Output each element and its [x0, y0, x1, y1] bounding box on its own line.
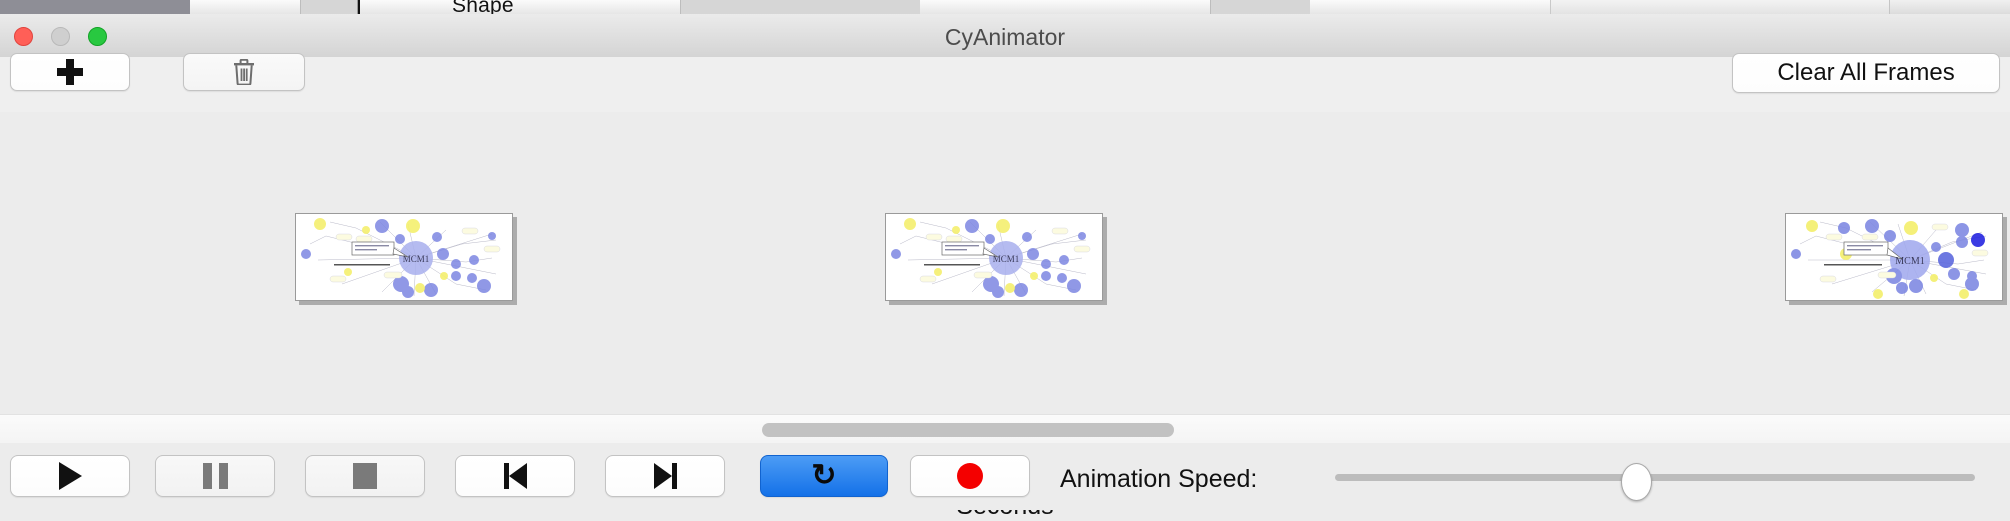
background-tab-3 — [1210, 0, 1312, 14]
background-segment-4 — [920, 0, 1211, 14]
record-button[interactable] — [910, 455, 1030, 497]
svg-text:MCM1: MCM1 — [1895, 256, 1924, 267]
background-window-strip: | | Shape — [0, 0, 2010, 14]
transport-bar: ↻ Animation Speed: — [0, 443, 2010, 510]
timeline-panel[interactable]: MCM1 — [0, 112, 2010, 520]
first-frame-button[interactable] — [455, 455, 575, 497]
add-frame-button[interactable] — [10, 53, 130, 91]
svg-text:MCM1: MCM1 — [403, 254, 430, 264]
stop-button[interactable] — [305, 455, 425, 497]
close-button[interactable] — [14, 27, 33, 46]
pause-button[interactable] — [155, 455, 275, 497]
animation-speed-label: Animation Speed: — [1060, 465, 1258, 493]
play-button[interactable] — [10, 455, 130, 497]
background-segment — [190, 0, 301, 14]
stop-icon — [353, 463, 377, 489]
record-icon — [957, 463, 983, 489]
network-preview: MCM1 — [886, 214, 1102, 300]
window-controls — [14, 27, 107, 46]
background-segment-5 — [1310, 0, 1551, 14]
background-shape-label: Shape — [452, 0, 514, 14]
background-tab — [300, 0, 362, 14]
loop-icon: ↻ — [811, 459, 837, 492]
page-title: CyAnimator — [944, 24, 1066, 50]
maximize-button[interactable] — [88, 27, 107, 46]
last-frame-button[interactable] — [605, 455, 725, 497]
animation-speed-slider-thumb[interactable] — [1621, 463, 1652, 501]
skip-to-start-icon — [503, 463, 527, 489]
trash-icon — [233, 59, 255, 85]
pause-icon — [202, 463, 228, 489]
background-glyph-bar: | — [356, 0, 362, 14]
network-preview: MCM1 — [1786, 214, 2002, 300]
background-corner — [1889, 0, 2010, 14]
horizontal-scrollbar[interactable] — [0, 414, 2010, 444]
frame-thumbnail-2[interactable]: MCM1 — [885, 213, 1103, 301]
toolbar — [0, 57, 2010, 113]
plus-icon — [57, 59, 83, 85]
delete-frame-button[interactable] — [183, 53, 305, 91]
frame-thumbnail-3[interactable]: MCM1 — [1785, 213, 2003, 301]
background-titlebar-dark — [0, 0, 190, 14]
background-tab-2 — [680, 0, 922, 14]
skip-to-end-icon — [653, 463, 677, 489]
scrollbar-thumb[interactable] — [762, 423, 1174, 437]
loop-button[interactable]: ↻ — [760, 455, 888, 497]
animation-speed-slider[interactable] — [1335, 474, 1975, 481]
titlebar: CyAnimator — [0, 14, 2010, 58]
svg-text:MCM1: MCM1 — [993, 254, 1020, 264]
minimize-button[interactable] — [51, 27, 70, 46]
clear-all-frames-button[interactable]: Clear All Frames — [1732, 53, 2000, 93]
frame-thumbnail-1[interactable]: MCM1 — [295, 213, 513, 301]
play-icon — [58, 462, 82, 490]
network-preview: MCM1 — [296, 214, 512, 300]
